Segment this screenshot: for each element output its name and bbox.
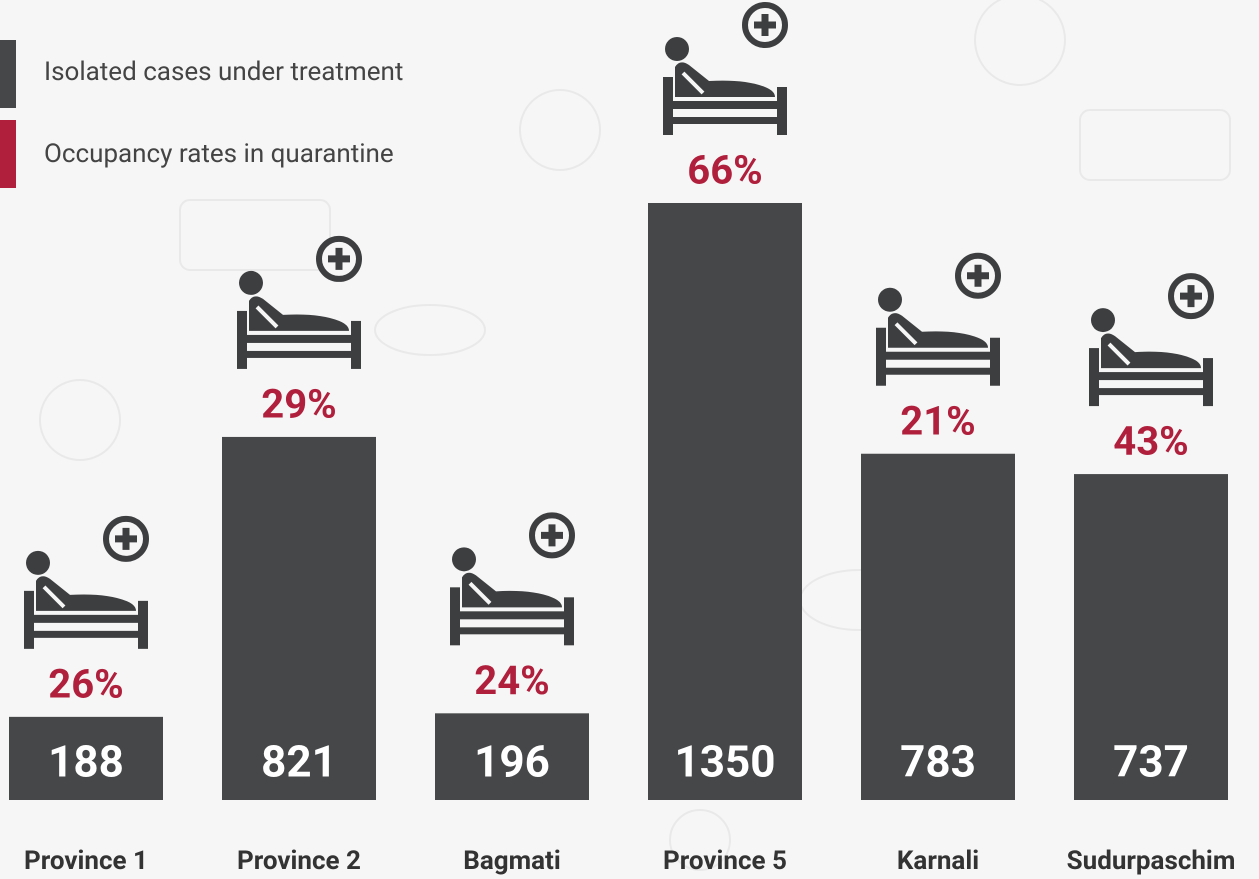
occupancy-label: 43% bbox=[1113, 418, 1188, 465]
bar bbox=[648, 203, 802, 800]
bed-icon bbox=[450, 512, 575, 646]
bed-rail bbox=[237, 334, 361, 343]
patient-arm bbox=[894, 322, 918, 346]
bed-post bbox=[1203, 358, 1213, 407]
bed-rail bbox=[450, 627, 574, 635]
bed-post bbox=[564, 597, 574, 646]
bar-value-label: 783 bbox=[900, 736, 976, 788]
bed-post bbox=[777, 87, 787, 135]
plus-sign bbox=[967, 264, 989, 287]
plus-sign bbox=[1180, 285, 1202, 308]
bar bbox=[1074, 474, 1228, 800]
plus-sign bbox=[541, 524, 563, 547]
patient-arm bbox=[681, 71, 705, 95]
patient-arm bbox=[255, 305, 279, 329]
occupancy-label: 29% bbox=[261, 380, 336, 427]
bed-post bbox=[351, 320, 361, 369]
patient-arm bbox=[42, 585, 66, 609]
bed-rail bbox=[1089, 388, 1213, 396]
category-label: Karnali bbox=[897, 846, 979, 876]
bed-rail bbox=[24, 614, 148, 623]
plus-sign bbox=[328, 247, 350, 270]
bed-rail bbox=[1089, 372, 1213, 381]
bed-rail bbox=[24, 630, 148, 638]
plus-sign bbox=[754, 14, 776, 36]
bar-value-label: 196 bbox=[474, 736, 550, 788]
category-label: Province 2 bbox=[237, 846, 361, 876]
patient-arm bbox=[468, 581, 492, 605]
bar-value-label: 1350 bbox=[675, 736, 776, 788]
patient-head bbox=[665, 37, 689, 61]
category-label: Bagmati bbox=[463, 846, 560, 876]
plus-sign bbox=[115, 527, 137, 550]
patient-head bbox=[878, 287, 902, 312]
bar-value-label: 821 bbox=[261, 736, 337, 788]
patient-head bbox=[1091, 308, 1115, 333]
bar-value-label: 188 bbox=[48, 736, 124, 788]
occupancy-label: 66% bbox=[687, 147, 762, 194]
category-label: Province 1 bbox=[24, 846, 148, 876]
bed-icon bbox=[876, 252, 1001, 386]
bed-icon bbox=[237, 235, 362, 369]
patient-head bbox=[26, 550, 50, 575]
bed-rail bbox=[450, 611, 574, 620]
patient-head bbox=[452, 547, 476, 572]
bed-rail bbox=[663, 117, 787, 124]
bed-post bbox=[138, 600, 148, 649]
occupancy-label: 26% bbox=[48, 660, 123, 707]
bar-value-label: 737 bbox=[1113, 736, 1189, 788]
bar bbox=[9, 716, 163, 800]
bar bbox=[222, 436, 376, 800]
patient-head bbox=[239, 270, 263, 295]
bed-rail bbox=[237, 350, 361, 358]
legend-label: Isolated cases under treatment bbox=[44, 57, 403, 87]
bar bbox=[435, 713, 589, 800]
legend-swatch bbox=[0, 120, 16, 188]
occupancy-label: 24% bbox=[474, 657, 549, 704]
bed-icon bbox=[24, 515, 149, 649]
bed-rail bbox=[876, 351, 1000, 360]
category-label: Province 5 bbox=[663, 846, 787, 876]
bed-post bbox=[990, 337, 1000, 386]
legend-label: Occupancy rates in quarantine bbox=[44, 139, 394, 169]
occupancy-label: 21% bbox=[900, 397, 975, 444]
bed-icon bbox=[1089, 273, 1214, 407]
bar bbox=[861, 453, 1015, 800]
legend-swatch bbox=[0, 40, 16, 108]
category-label: Sudurpaschim bbox=[1067, 846, 1236, 876]
bed-icon bbox=[663, 2, 788, 135]
background-doodles bbox=[39, 0, 1231, 871]
patient-arm bbox=[1107, 342, 1131, 366]
bed-rail bbox=[876, 367, 1000, 375]
bed-rail bbox=[663, 101, 787, 109]
